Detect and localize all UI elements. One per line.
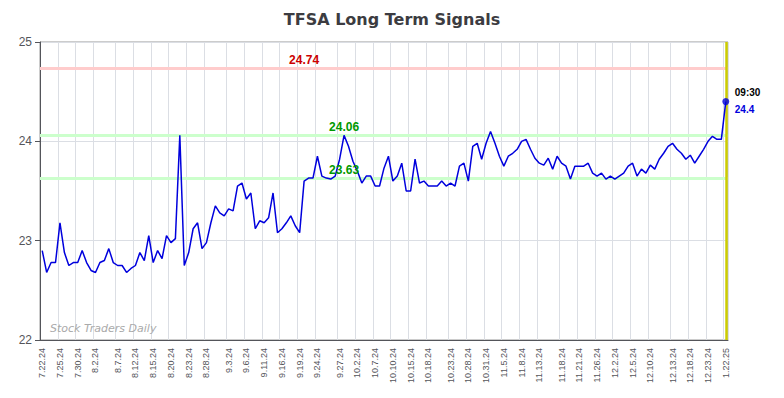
svg-text:7.22.24: 7.22.24 [37, 348, 47, 378]
svg-text:9.11.24: 9.11.24 [259, 348, 269, 377]
svg-text:09:30: 09:30 [735, 87, 761, 98]
svg-text:12.5.24: 12.5.24 [628, 348, 638, 378]
svg-text:10.10.24: 10.10.24 [388, 348, 398, 383]
svg-text:11.26.24: 11.26.24 [592, 348, 602, 382]
svg-text:22: 22 [19, 333, 33, 347]
svg-text:11.21.24: 11.21.24 [574, 348, 584, 382]
svg-text:8.12.24: 8.12.24 [130, 348, 140, 378]
svg-text:11.5.24: 11.5.24 [499, 348, 509, 377]
svg-text:8.15.24: 8.15.24 [148, 348, 158, 378]
svg-text:1.22.25: 1.22.25 [721, 348, 731, 378]
svg-text:10.28.24: 10.28.24 [463, 348, 473, 383]
svg-text:10.23.24: 10.23.24 [446, 348, 456, 383]
svg-text:12.2.24: 12.2.24 [610, 348, 620, 378]
svg-text:12.13.24: 12.13.24 [668, 348, 678, 383]
svg-text:8.20.24: 8.20.24 [166, 348, 176, 378]
svg-text:10.15.24: 10.15.24 [406, 348, 416, 383]
svg-text:8.23.24: 8.23.24 [184, 348, 194, 378]
svg-text:10.18.24: 10.18.24 [423, 348, 433, 383]
svg-text:25: 25 [19, 35, 33, 49]
svg-text:7.25.24: 7.25.24 [55, 348, 65, 378]
svg-text:9.3.24: 9.3.24 [224, 348, 234, 373]
svg-text:8.28.24: 8.28.24 [201, 348, 211, 378]
svg-text:11.18.24: 11.18.24 [557, 348, 567, 382]
svg-text:24.4: 24.4 [735, 104, 755, 115]
svg-text:9.27.24: 9.27.24 [335, 348, 345, 378]
svg-text:8.2.24: 8.2.24 [90, 348, 100, 373]
svg-text:12.18.24: 12.18.24 [685, 348, 695, 383]
svg-text:9.19.24: 9.19.24 [295, 348, 305, 378]
svg-text:11.13.24: 11.13.24 [534, 348, 544, 382]
svg-text:24.74: 24.74 [289, 53, 319, 67]
svg-text:9.6.24: 9.6.24 [241, 348, 251, 373]
svg-text:23: 23 [19, 234, 33, 248]
svg-text:11.8.24: 11.8.24 [517, 348, 527, 377]
svg-text:8.7.24: 8.7.24 [113, 348, 123, 373]
svg-text:9.16.24: 9.16.24 [277, 348, 287, 378]
svg-text:12.23.24: 12.23.24 [703, 348, 713, 383]
svg-text:24: 24 [19, 134, 33, 148]
svg-text:7.30.24: 7.30.24 [73, 348, 83, 378]
svg-text:Stock Traders Daily: Stock Traders Daily [50, 322, 157, 335]
svg-text:9.24.24: 9.24.24 [312, 348, 322, 378]
svg-text:10.31.24: 10.31.24 [481, 348, 491, 383]
svg-text:23.63: 23.63 [329, 163, 359, 177]
svg-text:10.7.24: 10.7.24 [370, 348, 380, 378]
svg-text:24.06: 24.06 [329, 120, 359, 134]
svg-text:TFSA Long Term Signals: TFSA Long Term Signals [284, 10, 500, 29]
svg-text:12.10.24: 12.10.24 [645, 348, 655, 383]
svg-text:10.2.24: 10.2.24 [352, 348, 362, 378]
